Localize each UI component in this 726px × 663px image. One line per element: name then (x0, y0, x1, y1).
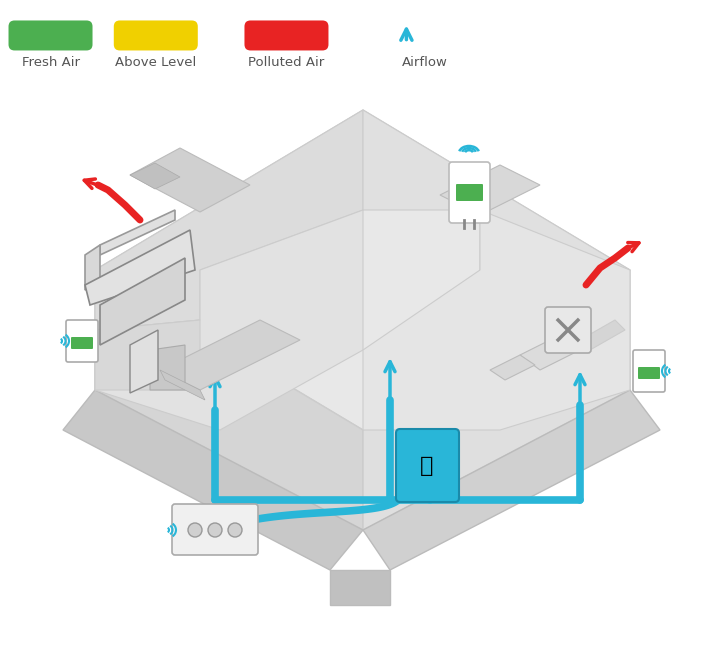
Polygon shape (363, 210, 630, 430)
FancyBboxPatch shape (638, 367, 660, 379)
Polygon shape (130, 163, 180, 189)
FancyBboxPatch shape (633, 350, 665, 392)
Polygon shape (580, 320, 625, 350)
Polygon shape (63, 390, 363, 570)
Text: Fresh Air: Fresh Air (22, 56, 80, 70)
Circle shape (188, 523, 202, 537)
Polygon shape (95, 110, 363, 330)
Text: 🔥: 🔥 (420, 456, 433, 476)
Polygon shape (160, 370, 205, 400)
Polygon shape (85, 245, 100, 290)
FancyBboxPatch shape (114, 21, 197, 50)
Polygon shape (100, 210, 175, 255)
Polygon shape (100, 258, 185, 345)
Circle shape (228, 523, 242, 537)
Polygon shape (330, 570, 390, 605)
FancyBboxPatch shape (172, 504, 258, 555)
Polygon shape (95, 210, 363, 430)
Polygon shape (160, 320, 300, 390)
Polygon shape (95, 110, 630, 430)
Polygon shape (520, 325, 600, 370)
Polygon shape (363, 110, 630, 300)
Text: Above Level: Above Level (115, 56, 197, 70)
Circle shape (208, 523, 222, 537)
FancyBboxPatch shape (545, 307, 591, 353)
FancyBboxPatch shape (9, 21, 92, 50)
Polygon shape (363, 270, 630, 530)
Polygon shape (363, 390, 660, 570)
Polygon shape (440, 165, 540, 215)
FancyBboxPatch shape (456, 184, 483, 201)
Polygon shape (150, 345, 185, 390)
Polygon shape (490, 355, 535, 380)
Polygon shape (85, 230, 195, 305)
Polygon shape (130, 148, 250, 212)
FancyBboxPatch shape (245, 21, 328, 50)
FancyBboxPatch shape (396, 429, 459, 502)
Polygon shape (130, 330, 158, 393)
Polygon shape (95, 270, 363, 530)
FancyBboxPatch shape (66, 320, 98, 362)
FancyBboxPatch shape (449, 162, 490, 223)
FancyBboxPatch shape (71, 337, 93, 349)
Text: Polluted Air: Polluted Air (248, 56, 325, 70)
Polygon shape (95, 320, 200, 390)
Text: Airflow: Airflow (401, 56, 447, 70)
